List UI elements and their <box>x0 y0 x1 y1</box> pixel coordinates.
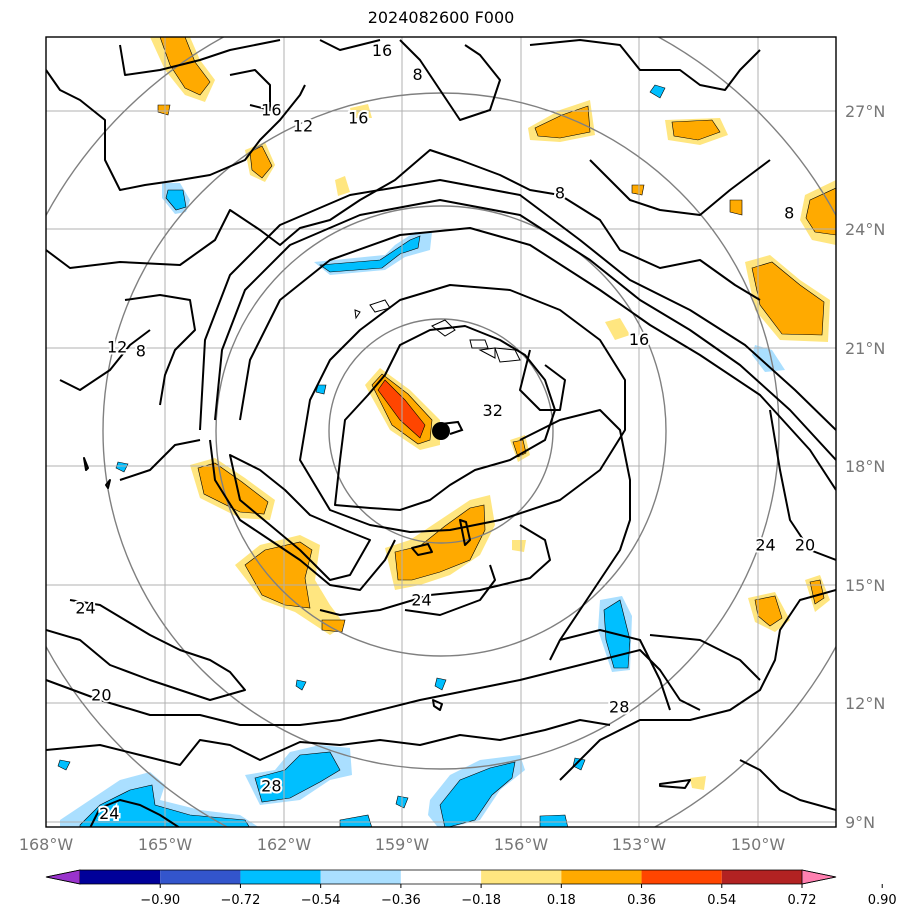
colorbar-tick-label: −0.90 <box>140 893 180 908</box>
lat-label: 18°N <box>845 457 885 476</box>
contour-label: 16 <box>261 101 281 120</box>
colorbar: −0.90 −0.72 −0.54 −0.36 −0.18 0.18 0.36 0.54 0.7… <box>45 869 897 908</box>
contour-label: 8 <box>784 203 794 222</box>
colorbar-frame <box>45 869 837 885</box>
contour-label: 8 <box>136 342 146 361</box>
lon-label: 159°W <box>375 835 430 854</box>
colorbar-tick-label: 0.36 <box>627 893 656 908</box>
storm-center-marker <box>432 422 450 440</box>
contour-label: 8 <box>555 184 565 203</box>
colorbar-tick-label: −0.18 <box>461 893 501 908</box>
colorbar-tick-label: −0.36 <box>381 893 421 908</box>
wind-contours <box>46 39 836 827</box>
range-rings <box>46 37 836 827</box>
positive-shading <box>150 37 836 790</box>
map-area: 16 8 16 12 16 8 12 8 16 32 8 24 20 24 24 20 28 28 24 <box>46 37 836 827</box>
contour-label: 28 <box>261 777 281 796</box>
colorbar-bin <box>400 870 482 884</box>
negative-shading <box>57 84 785 827</box>
colorbar-tick-label: 0.90 <box>868 893 897 908</box>
colorbar-tick-label: −0.54 <box>301 893 341 908</box>
contour-label: 20 <box>91 686 111 705</box>
colorbar-bin <box>320 870 401 884</box>
contour-label: 16 <box>629 330 649 349</box>
lat-label: 27°N <box>845 102 885 121</box>
contour-label: 16 <box>348 108 368 127</box>
lat-label: 21°N <box>845 339 885 358</box>
island-outlines <box>354 299 521 363</box>
map-frame <box>45 36 837 828</box>
contour-label: 24 <box>99 804 119 823</box>
contour-labels: 16 8 16 12 16 8 12 8 16 32 8 24 20 24 24 20 28 28 24 <box>73 39 817 825</box>
colorbar-tick-label: 0.18 <box>547 893 576 908</box>
lat-label: 15°N <box>845 576 885 595</box>
colorbar-bin <box>561 870 642 884</box>
map-title: 2024082600 F000 <box>367 8 515 27</box>
contour-label: 32 <box>483 401 503 420</box>
colorbar-tick-label: 0.72 <box>788 893 817 908</box>
lon-axis-labels: 168°W 165°W 162°W 159°W 156°W 153°W 150°… <box>19 835 786 854</box>
colorbar-extend-high <box>801 869 837 885</box>
contour-label: 12 <box>293 116 313 135</box>
contour-label: 24 <box>411 591 431 610</box>
colorbar-bin <box>80 870 161 884</box>
contour-label: 16 <box>372 41 392 60</box>
lon-label: 168°W <box>19 835 74 854</box>
lat-axis-labels: 27°N 24°N 21°N 18°N 15°N 12°N 9°N <box>845 102 885 832</box>
contour-label: 20 <box>795 535 815 554</box>
lon-label: 156°W <box>494 835 549 854</box>
lon-label: 150°W <box>731 835 786 854</box>
contour-label: 24 <box>75 599 95 618</box>
colorbar-bin <box>721 870 802 884</box>
contour-label: 8 <box>413 65 423 84</box>
colorbar-bin <box>240 870 321 884</box>
colorbar-bin <box>160 870 241 884</box>
lat-label: 12°N <box>845 694 885 713</box>
lat-label: 9°N <box>845 813 875 832</box>
colorbar-extend-low <box>45 869 81 885</box>
lon-label: 153°W <box>612 835 667 854</box>
contour-label: 12 <box>107 338 127 357</box>
lat-label: 24°N <box>845 220 885 239</box>
lon-label: 162°W <box>257 835 312 854</box>
colorbar-tick-label: 0.54 <box>707 893 736 908</box>
lon-label: 165°W <box>138 835 193 854</box>
colorbar-tick-label: −0.72 <box>221 893 261 908</box>
storm-track <box>440 420 464 435</box>
colorbar-bin <box>641 870 722 884</box>
contour-label: 24 <box>755 535 775 554</box>
colorbar-bin <box>481 870 562 884</box>
contour-label: 28 <box>609 697 629 716</box>
